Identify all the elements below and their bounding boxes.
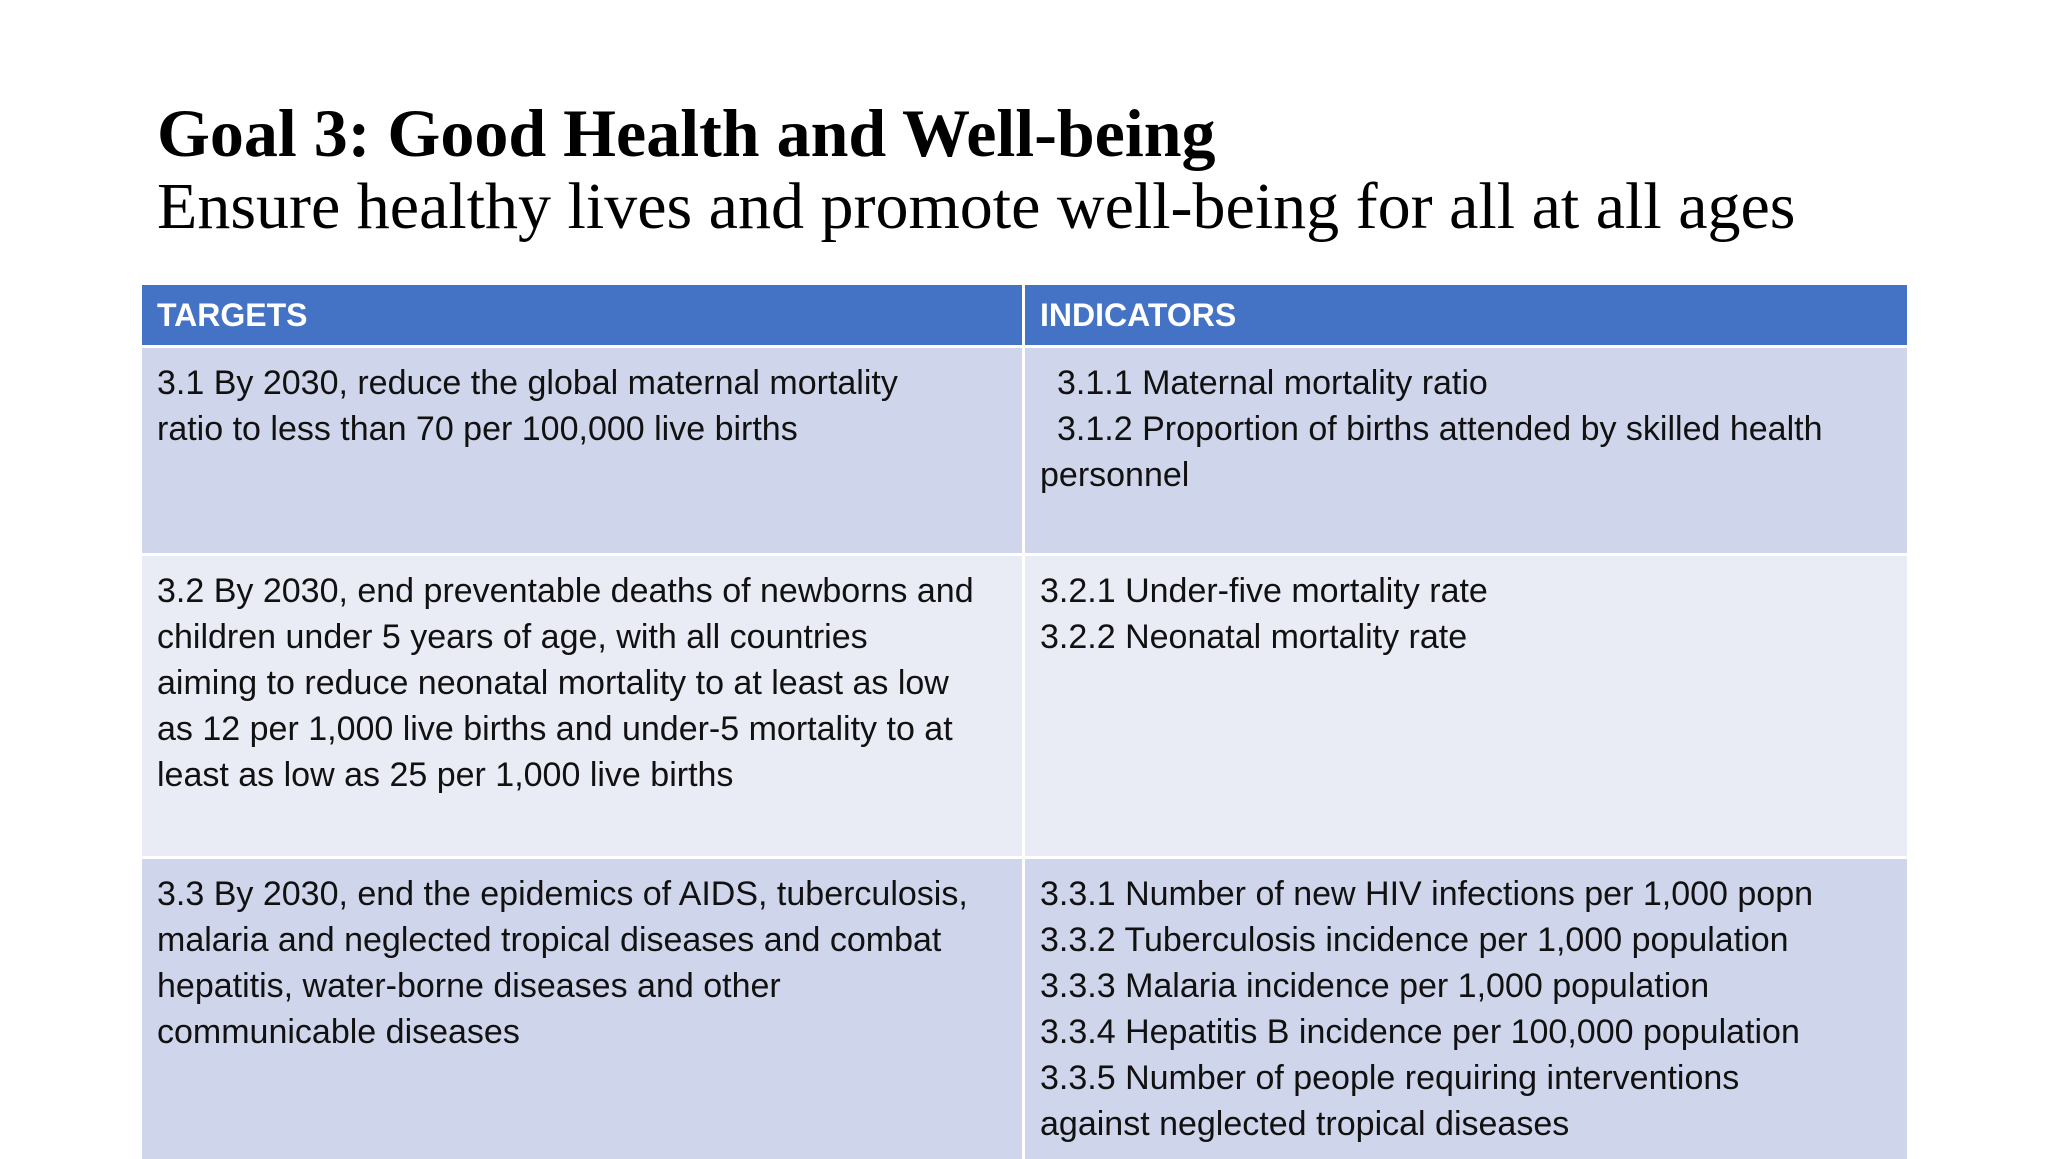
indicator-line: 3.3.1 Number of new HIV infections per 1… [1040, 875, 1814, 913]
header-targets: TARGETS [142, 285, 1025, 345]
target-line: communicable diseases [157, 1013, 520, 1051]
slide-title: Goal 3: Good Health and Well-being [157, 95, 1216, 171]
targets-indicators-table: TARGETS INDICATORS 3.1 By 2030, reduce t… [142, 285, 1907, 1159]
indicator-line: 3.3.4 Hepatitis B incidence per 100,000 … [1040, 1013, 1800, 1051]
target-cell: 3.3 By 2030, end the epidemics of AIDS, … [142, 859, 1025, 1159]
indicator-line: against neglected tropical diseases [1040, 1105, 1570, 1143]
target-line: 3.2 By 2030, end preventable deaths of n… [157, 572, 974, 610]
target-line: aiming to reduce neonatal mortality to a… [157, 664, 949, 702]
indicator-line: 3.2.1 Under-five mortality rate [1040, 572, 1488, 610]
target-line: ratio to less than 70 per 100,000 live b… [157, 410, 798, 448]
indicator-line: personnel [1040, 456, 1190, 494]
table-row: 3.2 By 2030, end preventable deaths of n… [142, 553, 1907, 856]
target-cell: 3.1 By 2030, reduce the global maternal … [142, 348, 1025, 553]
target-cell: 3.2 By 2030, end preventable deaths of n… [142, 556, 1025, 856]
target-line: least as low as 25 per 1,000 live births [157, 756, 734, 794]
title-block: Goal 3: Good Health and Well-being Ensur… [157, 96, 1795, 244]
target-line: 3.1 By 2030, reduce the global maternal … [157, 364, 898, 402]
indicator-line: 3.1.1 Maternal mortality ratio [1057, 364, 1488, 402]
target-line: children under 5 years of age, with all … [157, 618, 868, 656]
indicator-line: 3.1.2 Proportion of births attended by s… [1057, 410, 1823, 448]
target-line: as 12 per 1,000 live births and under-5 … [157, 710, 953, 748]
indicator-line: 3.2.2 Neonatal mortality rate [1040, 618, 1468, 656]
table-row: 3.1 By 2030, reduce the global maternal … [142, 345, 1907, 553]
indicator-cell: 3.1.1 Maternal mortality ratio 3.1.2 Pro… [1025, 348, 1907, 553]
indicator-line: 3.3.2 Tuberculosis incidence per 1,000 p… [1040, 921, 1789, 959]
indicator-cell: 3.2.1 Under-five mortality rate 3.2.2 Ne… [1025, 556, 1907, 856]
header-indicators: INDICATORS [1025, 285, 1907, 345]
target-line: malaria and neglected tropical diseases … [157, 921, 942, 959]
indicator-cell: 3.3.1 Number of new HIV infections per 1… [1025, 859, 1907, 1159]
target-line: hepatitis, water-borne diseases and othe… [157, 967, 781, 1005]
table-row: 3.3 By 2030, end the epidemics of AIDS, … [142, 856, 1907, 1159]
indicator-line: 3.3.5 Number of people requiring interve… [1040, 1059, 1740, 1097]
indicator-line: 3.3.3 Malaria incidence per 1,000 popula… [1040, 967, 1710, 1005]
slide-subtitle: Ensure healthy lives and promote well-be… [157, 170, 1796, 243]
target-line: 3.3 By 2030, end the epidemics of AIDS, … [157, 875, 968, 913]
table-header-row: TARGETS INDICATORS [142, 285, 1907, 345]
